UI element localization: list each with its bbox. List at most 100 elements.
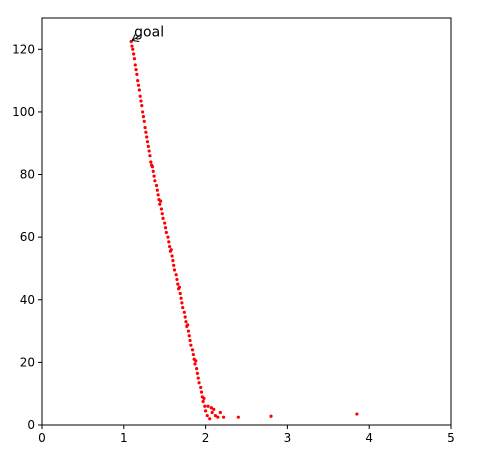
data-point — [184, 320, 188, 324]
data-point — [199, 390, 204, 394]
data-point — [170, 254, 174, 258]
data-point — [180, 301, 184, 305]
data-point — [164, 230, 168, 235]
data-point — [208, 417, 212, 421]
data-point — [146, 144, 150, 148]
data-point — [236, 415, 240, 419]
data-point — [141, 110, 145, 114]
data-point — [153, 179, 157, 183]
data-point — [196, 376, 200, 380]
data-point — [210, 410, 214, 415]
data-point — [138, 94, 142, 98]
data-point — [169, 248, 173, 252]
data-point — [186, 329, 191, 333]
data-point — [205, 414, 209, 418]
data-point — [149, 160, 153, 164]
data-point — [163, 221, 167, 225]
data-point — [134, 68, 138, 72]
data-point — [201, 399, 205, 404]
data-point — [136, 83, 141, 87]
x-tick-label: 3 — [284, 431, 292, 445]
data-point — [355, 412, 359, 416]
data-point — [193, 362, 197, 366]
data-point — [136, 79, 140, 83]
data-point — [179, 296, 183, 300]
data-point — [143, 125, 147, 130]
data-point — [172, 268, 177, 272]
y-tick-label: 80 — [20, 168, 35, 182]
x-tick-label: 1 — [120, 431, 128, 445]
data-point — [195, 367, 199, 371]
data-point — [152, 174, 156, 178]
data-point — [175, 277, 179, 282]
data-point — [133, 63, 137, 67]
data-point — [155, 188, 159, 192]
data-point — [203, 404, 207, 408]
x-tick-label: 0 — [38, 431, 46, 445]
data-point — [145, 140, 150, 144]
data-point — [142, 119, 146, 123]
x-axis: 0 1 2 3 4 5 — [38, 425, 455, 445]
data-point — [140, 104, 144, 108]
data-point — [159, 199, 163, 203]
data-point — [158, 202, 162, 206]
data-point — [195, 371, 200, 375]
data-point — [166, 235, 170, 239]
data-point — [199, 385, 203, 390]
data-point — [141, 115, 146, 119]
axes-frame — [41, 17, 452, 426]
data-point — [144, 130, 148, 134]
y-axis: 0 20 40 60 80 100 120 — [12, 42, 42, 432]
data-point — [177, 285, 182, 289]
data-point — [216, 415, 220, 419]
data-point — [221, 415, 226, 419]
data-point — [132, 52, 136, 56]
data-point — [178, 291, 182, 296]
data-point — [181, 305, 185, 310]
data-point — [130, 44, 134, 48]
y-tick-label: 20 — [20, 355, 35, 369]
x-tick-label: 4 — [365, 431, 373, 445]
data-point — [150, 163, 154, 167]
data-point — [154, 183, 159, 188]
data-point — [172, 263, 176, 267]
data-point — [194, 359, 198, 363]
data-point — [163, 226, 168, 230]
data-point — [145, 135, 149, 139]
data-point — [188, 338, 192, 343]
data-points — [129, 39, 359, 421]
x-tick-label: 5 — [447, 431, 455, 445]
data-point — [156, 193, 160, 197]
data-point — [159, 207, 164, 211]
data-point — [171, 259, 175, 263]
data-point — [202, 396, 206, 400]
data-point — [213, 414, 218, 418]
data-point — [148, 154, 152, 158]
data-point — [139, 99, 143, 103]
data-point — [161, 216, 165, 220]
goal-label: goal — [134, 24, 164, 40]
data-point — [132, 57, 137, 61]
data-point — [160, 212, 164, 216]
data-point — [191, 352, 195, 357]
x-tick-label: 2 — [202, 431, 210, 445]
data-point — [135, 72, 139, 76]
data-point — [147, 149, 151, 153]
data-point — [190, 348, 195, 352]
data-point — [168, 244, 172, 249]
data-point — [189, 343, 193, 347]
data-point — [186, 323, 190, 327]
data-point — [218, 410, 222, 415]
data-point — [212, 407, 216, 411]
goal-annotation: goal — [131, 24, 164, 42]
data-point — [131, 47, 135, 51]
data-point — [197, 381, 201, 385]
y-tick-label: 0 — [27, 418, 35, 432]
data-point — [204, 409, 208, 413]
y-tick-label: 120 — [12, 42, 35, 56]
y-tick-label: 40 — [20, 293, 35, 307]
data-point — [176, 282, 180, 286]
data-point — [182, 310, 186, 314]
data-point — [187, 334, 191, 338]
